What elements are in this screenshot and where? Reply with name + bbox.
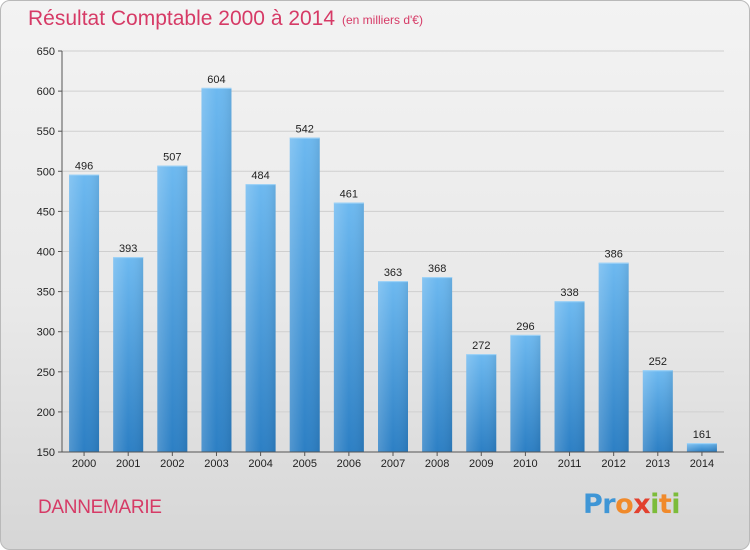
bar-2014: 161 xyxy=(686,429,717,452)
x-tick-label: 2010 xyxy=(513,458,537,470)
x-tick-label: 2003 xyxy=(204,458,228,470)
bar-shading xyxy=(378,281,408,452)
bar-shading xyxy=(642,370,673,452)
y-tick-label: 500 xyxy=(37,166,55,178)
data-label: 507 xyxy=(163,152,181,164)
data-label: 338 xyxy=(560,287,578,299)
y-tick-label: 400 xyxy=(37,247,55,259)
chart-subtitle: (en milliers d'€) xyxy=(342,13,423,27)
data-label: 368 xyxy=(428,263,446,275)
bar-2001: 393 xyxy=(113,243,144,452)
data-label: 386 xyxy=(604,249,622,261)
data-label: 542 xyxy=(296,124,314,136)
x-tick-label: 2000 xyxy=(72,458,96,470)
bar-shading xyxy=(333,202,364,452)
data-label: 363 xyxy=(384,267,402,279)
x-tick-label: 2008 xyxy=(425,458,449,470)
bar-2012: 386 xyxy=(598,249,629,452)
bar-shading xyxy=(245,184,276,452)
bar-2011: 338 xyxy=(554,287,585,452)
y-tick-label: 450 xyxy=(37,206,55,218)
chart-title: Résultat Comptable 2000 à 2014 xyxy=(28,7,336,30)
data-label: 393 xyxy=(119,243,137,255)
data-label: 461 xyxy=(340,189,358,201)
x-tick-label: 2012 xyxy=(601,458,625,470)
data-label: 272 xyxy=(472,340,490,352)
x-tick-label: 2011 xyxy=(558,458,582,470)
bar-2006: 461 xyxy=(333,189,364,452)
bar-2005: 542 xyxy=(289,124,320,452)
bar-shading xyxy=(201,87,232,452)
bar-shading xyxy=(598,262,629,452)
y-tick-label: 650 xyxy=(37,46,55,58)
bar-2000: 496 xyxy=(69,161,100,452)
bar-shading xyxy=(422,277,453,452)
bar-2009: 272 xyxy=(466,340,497,452)
bar-shading xyxy=(289,137,320,452)
x-tick-label: 2009 xyxy=(469,458,493,470)
bar-2013: 252 xyxy=(642,356,673,452)
bar-shading xyxy=(686,443,717,452)
bar-2004: 484 xyxy=(245,170,276,452)
y-tick-label: 250 xyxy=(37,367,55,379)
proxiti-logo: Proxiti xyxy=(583,489,681,520)
commune-name: DANNEMARIE xyxy=(38,497,162,518)
x-tick-label: 2001 xyxy=(116,458,140,470)
bar-2010: 296 xyxy=(510,321,541,452)
x-tick-label: 2007 xyxy=(381,458,405,470)
bar-2003: 604 xyxy=(201,74,232,452)
x-tick-label: 2005 xyxy=(292,458,316,470)
data-label: 161 xyxy=(693,429,711,441)
y-tick-label: 550 xyxy=(37,126,55,138)
x-tick-label: 2014 xyxy=(690,458,714,470)
bar-2007: 363 xyxy=(378,267,408,452)
x-tick-label: 2006 xyxy=(337,458,361,470)
data-label: 604 xyxy=(207,74,225,86)
bar-shading xyxy=(157,165,188,452)
y-tick-label: 150 xyxy=(37,447,55,459)
data-label: 484 xyxy=(251,170,269,182)
y-tick-label: 350 xyxy=(37,287,55,299)
bar-shading xyxy=(113,257,144,452)
bar-shading xyxy=(466,354,497,452)
x-tick-label: 2004 xyxy=(248,458,272,470)
x-tick-label: 2002 xyxy=(160,458,184,470)
y-tick-label: 300 xyxy=(37,327,55,339)
bar-shading xyxy=(69,174,100,452)
bar-shading xyxy=(554,301,585,452)
data-label: 252 xyxy=(649,356,667,368)
x-tick-label: 2013 xyxy=(646,458,670,470)
bar-2008: 368 xyxy=(422,263,453,452)
y-tick-label: 200 xyxy=(37,407,55,419)
data-label: 296 xyxy=(516,321,534,333)
bar-shading xyxy=(510,334,541,452)
data-label: 496 xyxy=(75,161,93,173)
y-tick-label: 600 xyxy=(37,86,55,98)
bar-2002: 507 xyxy=(157,152,188,452)
